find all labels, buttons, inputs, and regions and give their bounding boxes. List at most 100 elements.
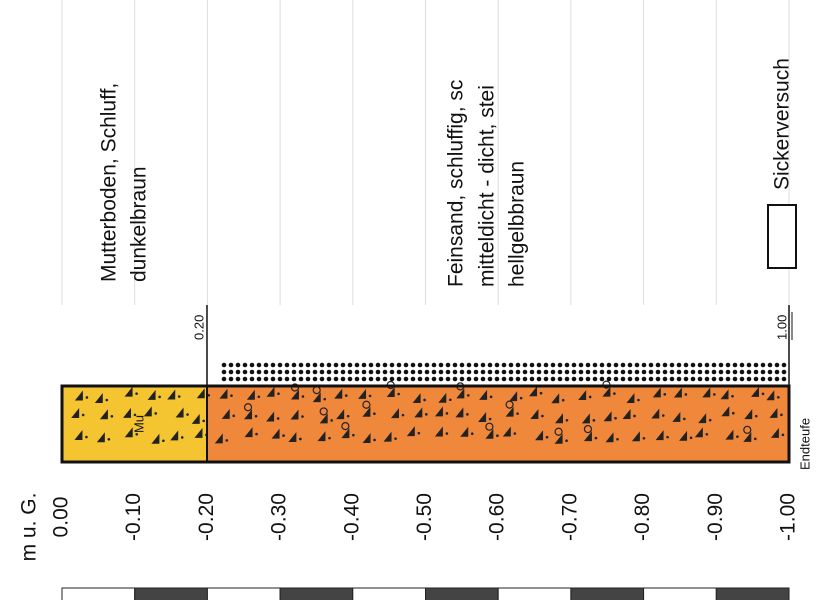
dot — [291, 362, 297, 368]
hatch — [221, 408, 230, 419]
dot — [301, 395, 305, 398]
dot — [627, 369, 633, 375]
dot — [368, 369, 374, 375]
dot — [299, 437, 302, 441]
dot — [424, 369, 430, 375]
dot — [276, 417, 280, 420]
dot — [648, 362, 654, 368]
hatch — [124, 427, 133, 438]
dot — [333, 376, 339, 382]
hatch — [535, 430, 544, 441]
dot — [221, 376, 227, 382]
dot — [642, 436, 646, 440]
dot — [133, 413, 137, 417]
hatch — [434, 426, 443, 437]
pebble — [485, 422, 494, 431]
dot — [633, 414, 636, 418]
dot — [228, 362, 234, 368]
dot — [291, 369, 297, 375]
dot — [760, 369, 766, 375]
dot — [496, 434, 499, 438]
dot — [284, 369, 290, 375]
depth-label: 0.00 — [50, 497, 73, 538]
dot — [459, 369, 465, 375]
dot — [256, 362, 262, 368]
dot — [135, 392, 138, 395]
hatch — [770, 427, 779, 438]
pebble — [243, 403, 253, 412]
dot — [718, 369, 724, 375]
pebble — [290, 383, 300, 392]
dot — [713, 393, 716, 396]
hatch — [551, 393, 560, 404]
pebble — [554, 427, 563, 436]
pebble — [505, 400, 514, 409]
dot — [445, 376, 451, 382]
dot — [592, 376, 598, 382]
dot — [110, 414, 114, 418]
hatch — [74, 430, 83, 441]
dot — [312, 376, 318, 382]
dot — [606, 369, 612, 375]
depth-label: -0.10 — [122, 493, 145, 541]
dot — [697, 369, 703, 375]
dot — [382, 369, 388, 375]
hatch — [71, 407, 80, 418]
dot — [732, 411, 735, 415]
dot — [588, 395, 592, 399]
dot — [473, 376, 479, 382]
layer-description: mitteldicht - dicht, stei — [476, 85, 499, 287]
dot — [487, 376, 493, 382]
dot — [585, 362, 591, 368]
dot — [452, 369, 458, 375]
dot — [655, 369, 661, 375]
hatch — [694, 427, 703, 438]
dot — [683, 362, 689, 368]
dot — [711, 362, 717, 368]
hatch — [672, 411, 681, 422]
dot — [85, 435, 88, 439]
dot — [616, 437, 619, 441]
dot — [515, 362, 521, 368]
hatch — [509, 391, 518, 402]
dot — [177, 395, 181, 398]
dot — [389, 376, 395, 382]
dot — [613, 369, 619, 375]
depth-label: -0.60 — [486, 493, 509, 541]
dot — [375, 369, 381, 375]
dot — [347, 362, 353, 368]
dot — [522, 362, 528, 368]
dot — [452, 376, 458, 382]
dot — [368, 376, 374, 382]
hatch — [434, 406, 443, 417]
dot — [732, 369, 738, 375]
dot — [594, 436, 598, 440]
hatch — [319, 413, 328, 424]
depth-label: -0.20 — [195, 493, 218, 541]
hatch — [266, 386, 275, 397]
dot — [620, 376, 626, 382]
hatch — [290, 389, 299, 400]
dot — [690, 369, 696, 375]
hatch — [246, 389, 255, 400]
dot — [254, 414, 258, 418]
dot — [725, 376, 731, 382]
dot — [515, 369, 521, 375]
dot — [550, 362, 556, 368]
dot — [501, 362, 507, 368]
hatch — [271, 428, 280, 439]
dot — [242, 369, 248, 375]
pebble — [362, 400, 371, 409]
pebble — [743, 425, 752, 434]
dot — [470, 432, 474, 435]
hatch — [266, 411, 275, 422]
dot — [767, 376, 773, 382]
dot — [382, 362, 388, 368]
dot — [711, 376, 717, 382]
hatch — [414, 407, 423, 418]
dot — [397, 392, 400, 396]
dot — [270, 376, 276, 382]
dot — [330, 419, 333, 422]
dot — [221, 362, 227, 368]
dot — [516, 412, 519, 415]
